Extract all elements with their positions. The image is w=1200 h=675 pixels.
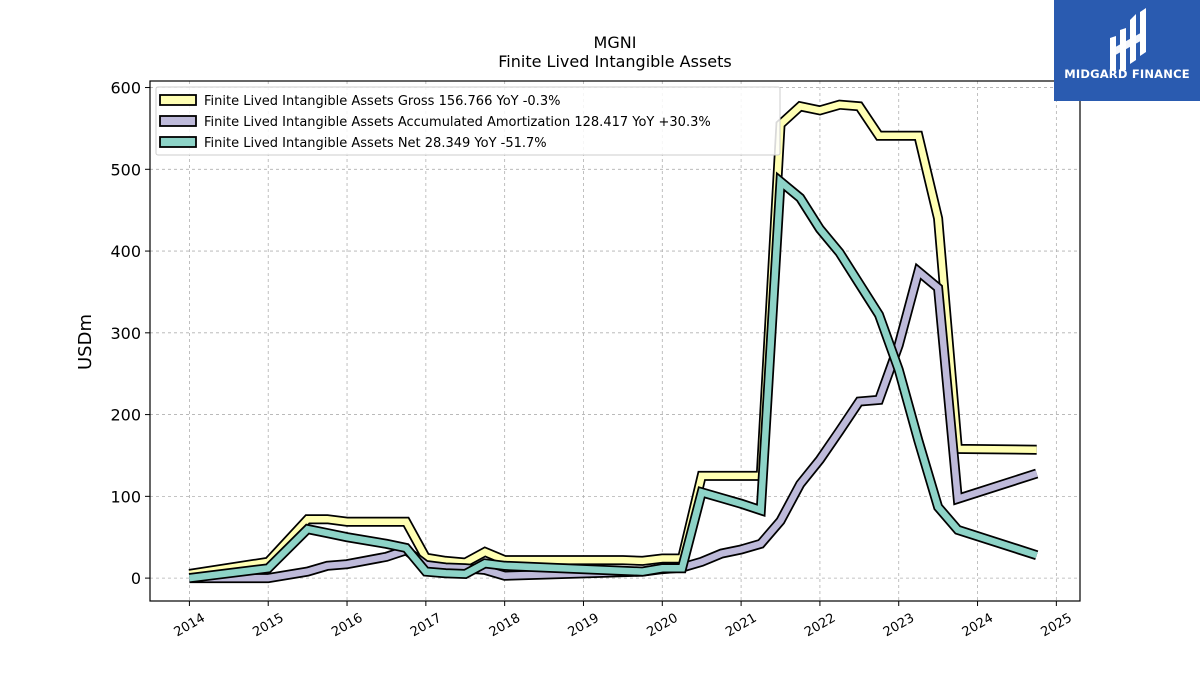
legend-swatch <box>159 94 197 106</box>
legend-label: Finite Lived Intangible Assets Gross 156… <box>204 94 560 109</box>
plot-area <box>188 99 1039 584</box>
legend-swatch <box>159 115 197 127</box>
series-3 <box>188 171 1039 584</box>
y-tick-label: 600 <box>110 79 141 98</box>
plot-frame <box>149 80 1081 602</box>
series-2 <box>189 262 1039 584</box>
brand-logo-mark <box>1110 8 1146 70</box>
legend-label: Finite Lived Intangible Assets Net 28.34… <box>204 136 547 151</box>
y-tick-label: 0 <box>131 569 141 588</box>
grid <box>150 81 1080 601</box>
y-tick-label: 500 <box>110 160 141 179</box>
legend-item: Finite Lived Intangible Assets Net 28.34… <box>159 136 547 151</box>
brand-name: MIDGARD FINANCE <box>1064 67 1190 81</box>
legend-item: Finite Lived Intangible Assets Accumulat… <box>159 115 711 130</box>
y-axis-label: USDm <box>75 314 96 370</box>
series-1 <box>188 99 1037 579</box>
chart-title: MGNI <box>594 33 637 52</box>
series-line <box>188 101 1037 578</box>
legend: Finite Lived Intangible Assets Gross 156… <box>155 86 781 156</box>
brand-logo: MIDGARD FINANCE <box>1054 0 1200 101</box>
y-tick-label: 100 <box>110 487 141 506</box>
legend-item: Finite Lived Intangible Assets Gross 156… <box>159 94 560 109</box>
y-tick-label: 400 <box>110 242 141 261</box>
series-line <box>189 265 1038 582</box>
legend-label: Finite Lived Intangible Assets Accumulat… <box>204 115 711 130</box>
legend-swatch <box>159 136 197 148</box>
legend-box <box>155 86 781 156</box>
y-tick-label: 300 <box>110 324 141 343</box>
series-line <box>188 175 1038 582</box>
chart-subtitle: Finite Lived Intangible Assets <box>498 52 731 71</box>
y-tick-label: 200 <box>110 406 141 425</box>
